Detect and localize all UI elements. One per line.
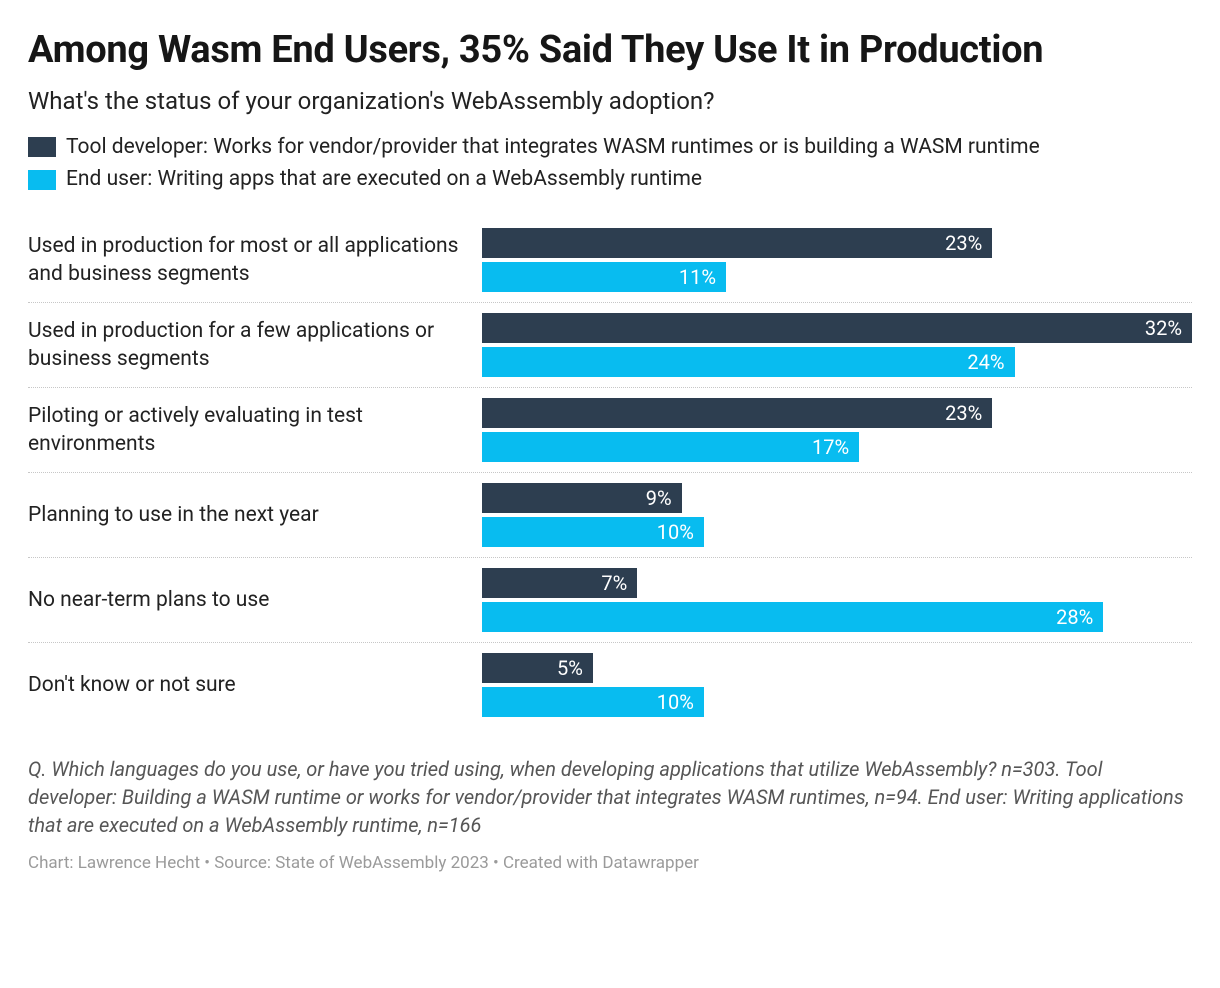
bar-tool_developer: 9% xyxy=(482,483,682,513)
bar-tool_developer: 7% xyxy=(482,568,637,598)
bar-chart: Used in production for most or all appli… xyxy=(28,218,1192,727)
bar-track: 24% xyxy=(482,347,1192,377)
chart-title: Among Wasm End Users, 35% Said They Use … xyxy=(28,28,1192,73)
chart-subtitle: What's the status of your organization's… xyxy=(28,87,1192,115)
bar-track: 5% xyxy=(482,653,1192,683)
bar-value-label: 10% xyxy=(657,690,694,714)
legend-swatch xyxy=(28,170,56,190)
bars-column: 9%10% xyxy=(482,483,1192,547)
bar-value-label: 5% xyxy=(557,656,583,680)
bar-track: 23% xyxy=(482,398,1192,428)
bar-end_user: 28% xyxy=(482,602,1103,632)
bar-end_user: 11% xyxy=(482,262,726,292)
legend-label: End user: Writing apps that are executed… xyxy=(66,163,702,196)
legend: Tool developer: Works for vendor/provide… xyxy=(28,131,1192,196)
chart-group: Piloting or actively evaluating in test … xyxy=(28,387,1192,472)
bar-value-label: 10% xyxy=(657,520,694,544)
bar-end_user: 10% xyxy=(482,687,704,717)
bar-end_user: 10% xyxy=(482,517,704,547)
bar-value-label: 28% xyxy=(1056,605,1093,629)
chart-group: Used in production for most or all appli… xyxy=(28,218,1192,302)
category-label: Used in production for a few application… xyxy=(28,313,482,377)
category-label: Planning to use in the next year xyxy=(28,483,482,547)
bar-tool_developer: 32% xyxy=(482,313,1192,343)
bars-column: 32% 24% xyxy=(482,313,1192,377)
bar-tool_developer: 5% xyxy=(482,653,593,683)
bar-value-label: 7% xyxy=(601,571,627,595)
legend-item: End user: Writing apps that are executed… xyxy=(28,163,1192,196)
bar-end_user: 24% xyxy=(482,347,1015,377)
bar-tool_developer: 23% xyxy=(482,228,992,258)
bars-column: 23% 17% xyxy=(482,398,1192,462)
category-label: Used in production for most or all appli… xyxy=(28,228,482,292)
bar-tool_developer: 23% xyxy=(482,398,992,428)
bar-track: 28% xyxy=(482,602,1192,632)
chart-group: Used in production for a few application… xyxy=(28,302,1192,387)
bar-end_user: 17% xyxy=(482,432,859,462)
chart-container: Among Wasm End Users, 35% Said They Use … xyxy=(0,0,1220,893)
category-label: No near-term plans to use xyxy=(28,568,482,632)
bar-track: 7% xyxy=(482,568,1192,598)
chart-credit: Chart: Lawrence Hecht • Source: State of… xyxy=(28,853,1192,873)
bar-value-label: 24% xyxy=(967,350,1004,374)
bar-value-label: 32% xyxy=(1145,316,1182,340)
legend-item: Tool developer: Works for vendor/provide… xyxy=(28,131,1192,164)
bar-value-label: 17% xyxy=(812,435,849,459)
bar-track: 10% xyxy=(482,517,1192,547)
bar-value-label: 9% xyxy=(646,486,672,510)
bars-column: 5% 10% xyxy=(482,653,1192,717)
bar-track: 23% xyxy=(482,228,1192,258)
bar-value-label: 23% xyxy=(945,231,982,255)
bar-track: 32% xyxy=(482,313,1192,343)
chart-group: No near-term plans to use 7% 28% xyxy=(28,557,1192,642)
bar-value-label: 11% xyxy=(679,265,716,289)
bar-track: 17% xyxy=(482,432,1192,462)
bars-column: 23% 11% xyxy=(482,228,1192,292)
legend-swatch xyxy=(28,137,56,157)
bar-value-label: 23% xyxy=(945,401,982,425)
category-label: Don't know or not sure xyxy=(28,653,482,717)
chart-notes: Q. Which languages do you use, or have y… xyxy=(28,755,1192,839)
bars-column: 7% 28% xyxy=(482,568,1192,632)
bar-track: 9% xyxy=(482,483,1192,513)
category-label: Piloting or actively evaluating in test … xyxy=(28,398,482,462)
bar-track: 10% xyxy=(482,687,1192,717)
bar-track: 11% xyxy=(482,262,1192,292)
chart-group: Planning to use in the next year9%10% xyxy=(28,472,1192,557)
chart-group: Don't know or not sure 5% 10% xyxy=(28,642,1192,727)
legend-label: Tool developer: Works for vendor/provide… xyxy=(66,131,1040,164)
